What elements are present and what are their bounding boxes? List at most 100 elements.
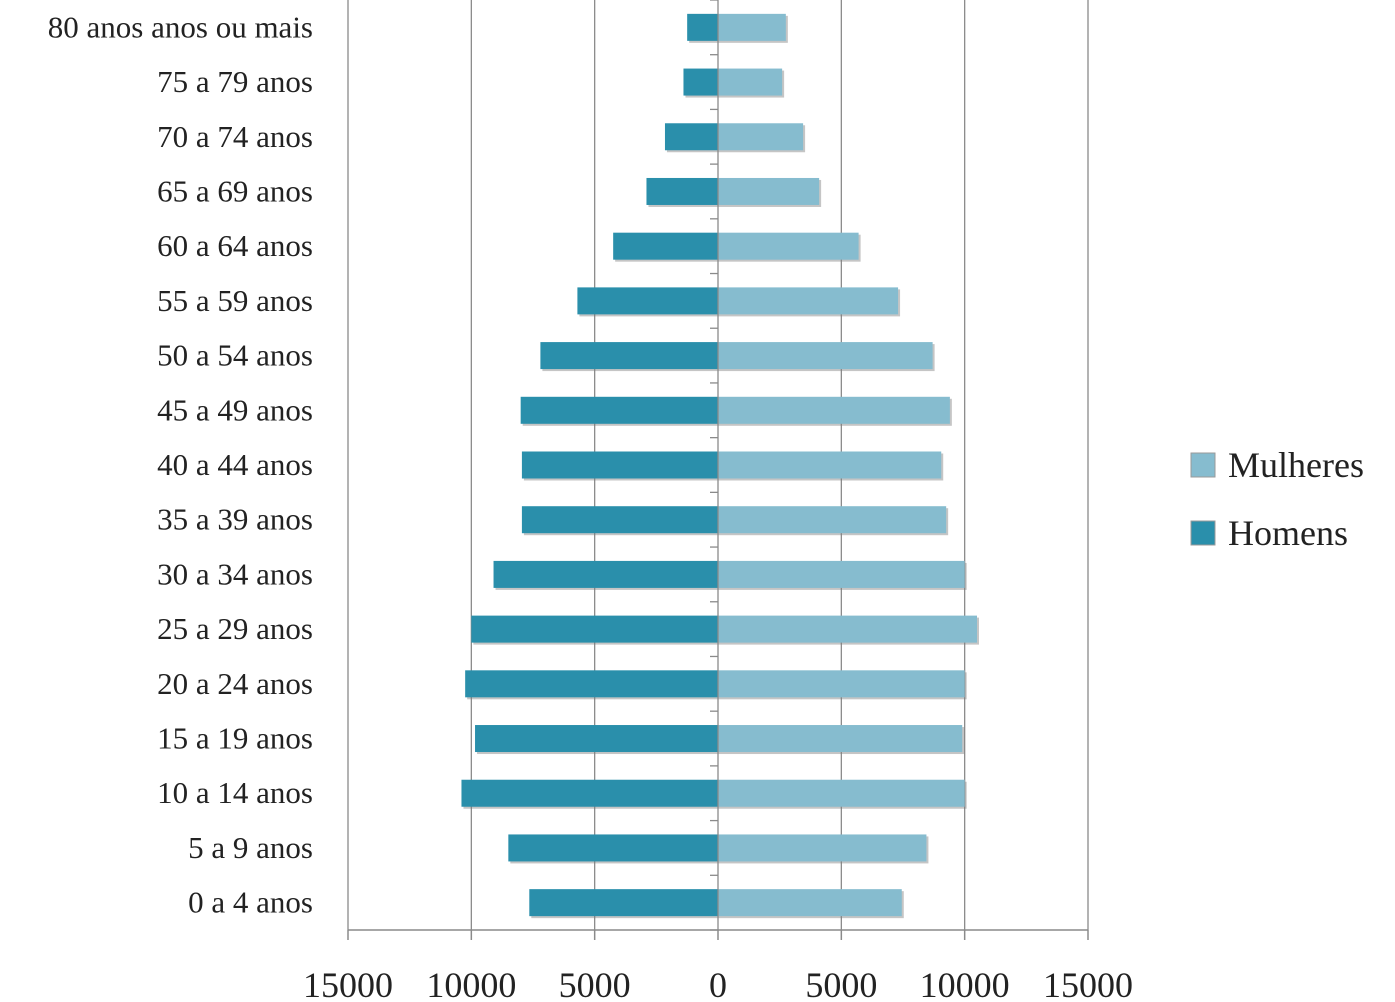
bar: [718, 287, 899, 315]
bar: [461, 779, 718, 807]
x-tick-label: 15000: [303, 965, 393, 1002]
x-tick-labels: 15000 10000 5000 0 5000 10000 15000: [303, 965, 1133, 1002]
category-label: 0 a 4 anos: [188, 885, 313, 920]
category-label: 55 a 59 anos: [157, 283, 313, 318]
bar: [465, 670, 718, 698]
bar-mulheres-25-a-29-anos: [718, 615, 979, 645]
bar-homens-50-a-54-anos: [540, 342, 720, 372]
bar-homens-10-a-14-anos: [461, 779, 720, 809]
bar-mulheres-0-a-4-anos: [718, 889, 904, 919]
bar-mulheres-30-a-34-anos: [718, 560, 967, 590]
bar-mulheres-70-a-74-anos: [718, 123, 806, 153]
category-label: 50 a 54 anos: [157, 338, 313, 373]
bar-homens-30-a-34-anos: [493, 560, 720, 590]
category-label: 70 a 74 anos: [157, 119, 313, 154]
bar: [718, 451, 942, 479]
bar: [475, 725, 718, 753]
bar: [718, 560, 965, 588]
category-label: 30 a 34 anos: [157, 556, 313, 591]
bar: [718, 725, 963, 753]
bar: [718, 342, 933, 370]
bar: [718, 68, 783, 96]
legend-swatch: [1190, 452, 1216, 478]
bar-homens-15-a-19-anos: [475, 725, 720, 755]
category-label: 35 a 39 anos: [157, 502, 313, 537]
legend-label: Homens: [1228, 513, 1348, 553]
bar-homens-60-a-64-anos: [613, 232, 720, 262]
bar-homens-0-a-4-anos: [529, 889, 720, 919]
bar-homens-45-a-49-anos: [520, 396, 720, 426]
category-label: 80 anos anos ou mais: [48, 9, 313, 44]
bar-homens-25-a-29-anos: [471, 615, 720, 645]
bar: [529, 889, 718, 917]
bar: [718, 834, 927, 862]
category-label: 20 a 24 anos: [157, 666, 313, 701]
x-tick-label: 5000: [559, 965, 631, 1002]
legend: Mulheres Homens: [1190, 445, 1364, 553]
x-tick-label: 10000: [426, 965, 516, 1002]
bar-mulheres-40-a-44-anos: [718, 451, 944, 481]
bar-homens-35-a-39-anos: [521, 506, 720, 536]
x-tick-label: 15000: [1043, 965, 1133, 1002]
bar: [718, 232, 859, 260]
legend-item-homens: Homens: [1190, 513, 1348, 553]
bar: [646, 177, 718, 205]
bar-homens-20-a-24-anos: [465, 670, 720, 700]
bar: [521, 506, 718, 534]
bar-mulheres-10-a-14-anos: [718, 779, 967, 809]
bar: [718, 177, 820, 205]
bar: [540, 342, 718, 370]
bar: [687, 13, 718, 41]
category-label: 45 a 49 anos: [157, 392, 313, 427]
bar-mulheres-75-a-79-anos: [718, 68, 785, 98]
legend-item-mulheres: Mulheres: [1190, 445, 1364, 485]
bar: [521, 451, 718, 479]
category-label: 75 a 79 anos: [157, 64, 313, 99]
bar: [718, 670, 965, 698]
x-tick-label: 0: [709, 965, 727, 1002]
bar: [718, 506, 947, 534]
bar-mulheres-60-a-64-anos: [718, 232, 861, 262]
bar: [718, 889, 902, 917]
bar-mulheres-35-a-39-anos: [718, 506, 949, 536]
bar-homens-65-a-69-anos: [646, 177, 720, 207]
legend-label: Mulheres: [1228, 445, 1364, 485]
bar-homens-5-a-9-anos: [508, 834, 720, 864]
category-label: 10 a 14 anos: [157, 775, 313, 810]
bar-mulheres-80-anos-anos-ou-mais: [718, 13, 788, 43]
bar: [508, 834, 718, 862]
bar-homens-80-anos-anos-ou-mais: [687, 13, 720, 43]
category-label: 40 a 44 anos: [157, 447, 313, 482]
category-label: 25 a 29 anos: [157, 611, 313, 646]
bar-homens-75-a-79-anos: [683, 68, 720, 98]
bar: [471, 615, 718, 643]
x-tick-label: 10000: [920, 965, 1010, 1002]
bar-homens-40-a-44-anos: [521, 451, 720, 481]
bar: [664, 123, 718, 151]
bar-mulheres-5-a-9-anos: [718, 834, 929, 864]
bar: [718, 615, 977, 643]
bar-mulheres-65-a-69-anos: [718, 177, 822, 207]
bar-mulheres-20-a-24-anos: [718, 670, 967, 700]
bar: [613, 232, 718, 260]
legend-swatch: [1190, 520, 1216, 546]
bar: [493, 560, 718, 588]
category-label: 60 a 64 anos: [157, 228, 313, 263]
category-label: 5 a 9 anos: [188, 830, 313, 865]
bar: [718, 779, 965, 807]
bar: [718, 13, 786, 41]
category-labels: 0 a 4 anos 5 a 9 anos 10 a 14 anos 15 a 19 …: [48, 9, 313, 919]
bar: [718, 396, 950, 424]
bar: [683, 68, 718, 96]
bar: [718, 123, 804, 151]
axes: [347, 0, 1089, 940]
bar-mulheres-50-a-54-anos: [718, 342, 935, 372]
bar-mulheres-55-a-59-anos: [718, 287, 901, 317]
category-label: 15 a 19 anos: [157, 721, 313, 756]
bars: [461, 13, 979, 919]
bar-mulheres-15-a-19-anos: [718, 725, 965, 755]
bar: [520, 396, 718, 424]
bar: [577, 287, 718, 315]
bar-homens-55-a-59-anos: [577, 287, 720, 317]
